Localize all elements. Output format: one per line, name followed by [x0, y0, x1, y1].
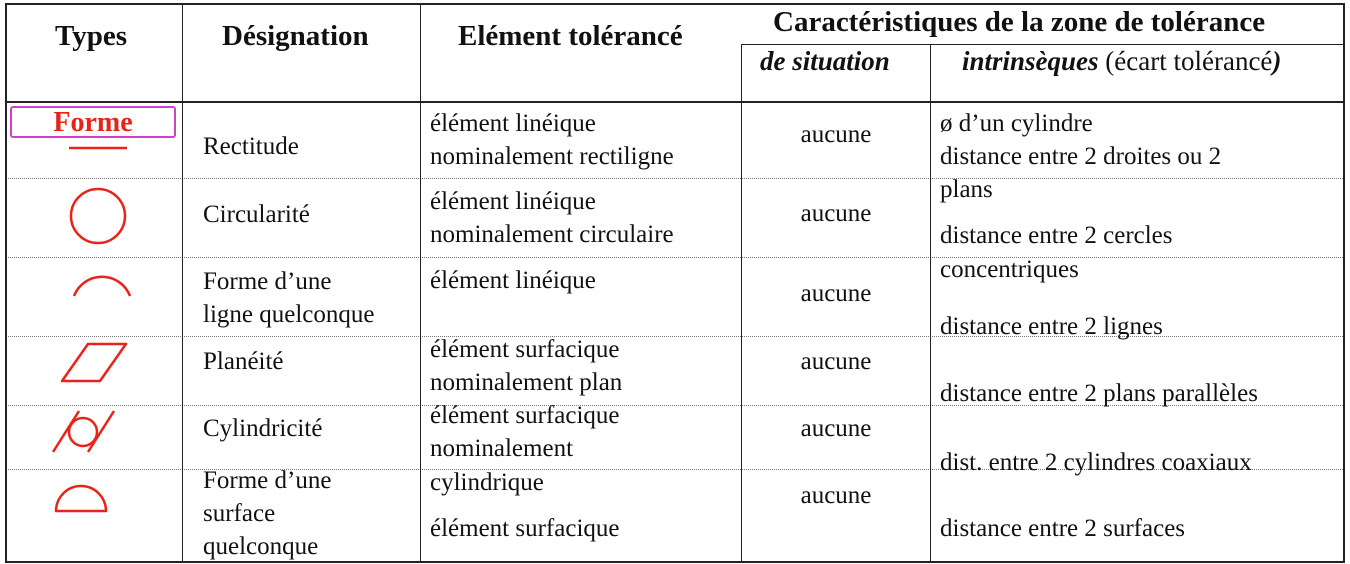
intrinsic-line: concentriques	[940, 256, 1079, 283]
forme-highlight-box	[10, 106, 176, 138]
cylinder-icon	[51, 410, 116, 453]
half-disk-icon	[54, 484, 108, 513]
column-divider	[182, 3, 183, 563]
element-line: nominalement plan	[430, 369, 623, 396]
situation-value: aucune	[800, 482, 872, 509]
element-line: élément linéique	[430, 188, 596, 215]
element-line: élément surfacique	[430, 402, 620, 429]
row-divider	[5, 469, 1345, 470]
designation-line: Forme d’une	[203, 467, 332, 494]
element-line: élément surfacique	[430, 336, 620, 363]
arc-icon	[72, 275, 132, 297]
row-divider	[5, 178, 1345, 179]
situation-value: aucune	[800, 348, 872, 375]
element-row-1: élément linéique nominalement rectiligne	[430, 107, 674, 173]
intrinsic-line: ø d’un cylindre	[940, 110, 1093, 137]
row-divider	[5, 257, 1345, 258]
header-element-tolerance: Elément tolérancé	[458, 20, 683, 52]
intrinsic-line: distance entre 2 plans parallèles	[940, 380, 1258, 407]
designation-line: Forme d’une	[203, 268, 332, 295]
header-caracteristiques: Caractéristiques de la zone de tolérance	[773, 6, 1266, 38]
header-types: Types	[55, 20, 127, 52]
column-divider	[930, 44, 931, 563]
intrinsic-line: distance entre 2 surfaces	[940, 515, 1186, 542]
situation-value: aucune	[800, 415, 872, 442]
header-designation: Désignation	[222, 20, 369, 52]
straight-line-icon	[69, 146, 127, 150]
element-line: nominalement rectiligne	[430, 143, 674, 170]
element-row-5: élément surfacique nominalement	[430, 399, 620, 465]
table-left-border	[5, 3, 7, 563]
parallelogram-icon	[60, 342, 128, 383]
designation-circularite: Circularité	[203, 201, 310, 228]
row-divider	[5, 336, 1345, 337]
intrinsic-line: distance entre 2 cercles	[940, 222, 1173, 249]
element-row-3: élément linéique	[430, 267, 596, 294]
element-row-4: élément surfacique nominalement plan	[430, 333, 622, 399]
intrinsic-line: distance entre 2 lignes	[940, 313, 1163, 340]
designation-rectitude: Rectitude	[203, 133, 299, 160]
header-intrinseques: intrinsèques (écart tolérancé)	[962, 46, 1281, 77]
forme-label: Forme	[53, 107, 133, 138]
designation-forme-surface: Forme d’une surface quelconque	[203, 464, 331, 563]
situation-value: aucune	[800, 121, 872, 148]
element-line: élément linéique	[430, 110, 596, 137]
table-bottom-border	[5, 561, 1345, 563]
element-row-2: élément linéique nominalement circulaire	[430, 185, 674, 251]
column-divider	[420, 3, 421, 563]
intrinsic-line: distance entre 2 droites ou 2	[940, 143, 1222, 170]
table-right-border	[1343, 3, 1345, 563]
designation-line: quelconque	[203, 533, 319, 560]
header-intrinseques-paren: )	[1272, 46, 1282, 76]
header-de-situation: de situation	[760, 46, 890, 76]
header-bottom-border	[5, 101, 1345, 103]
element-row-6-line-2: élément surfacique	[430, 515, 620, 542]
designation-forme-ligne: Forme d’une ligne quelconque	[203, 265, 374, 331]
element-line: nominalement circulaire	[430, 221, 674, 248]
designation-line: surface	[203, 500, 276, 527]
row-divider	[5, 405, 1345, 406]
situation-value: aucune	[800, 200, 872, 227]
circle-icon	[69, 187, 127, 245]
column-divider	[741, 44, 742, 563]
element-line: nominalement	[430, 435, 574, 462]
header-sub-divider	[741, 44, 1345, 45]
intrinsic-line: plans	[940, 176, 993, 203]
header-intrinseques-label: intrinsèques	[962, 46, 1099, 76]
designation-line: ligne quelconque	[203, 301, 375, 328]
element-row-6-line-1: cylindrique	[430, 469, 544, 496]
designation-planeite: Planéité	[203, 348, 284, 375]
table-top-border	[5, 3, 1345, 5]
situation-value: aucune	[800, 280, 872, 307]
header-intrinseques-note: (écart tolérancé	[1105, 46, 1273, 76]
designation-cylindricite: Cylindricité	[203, 415, 323, 442]
intrinsic-line: dist. entre 2 cylindres coaxiaux	[940, 449, 1252, 476]
